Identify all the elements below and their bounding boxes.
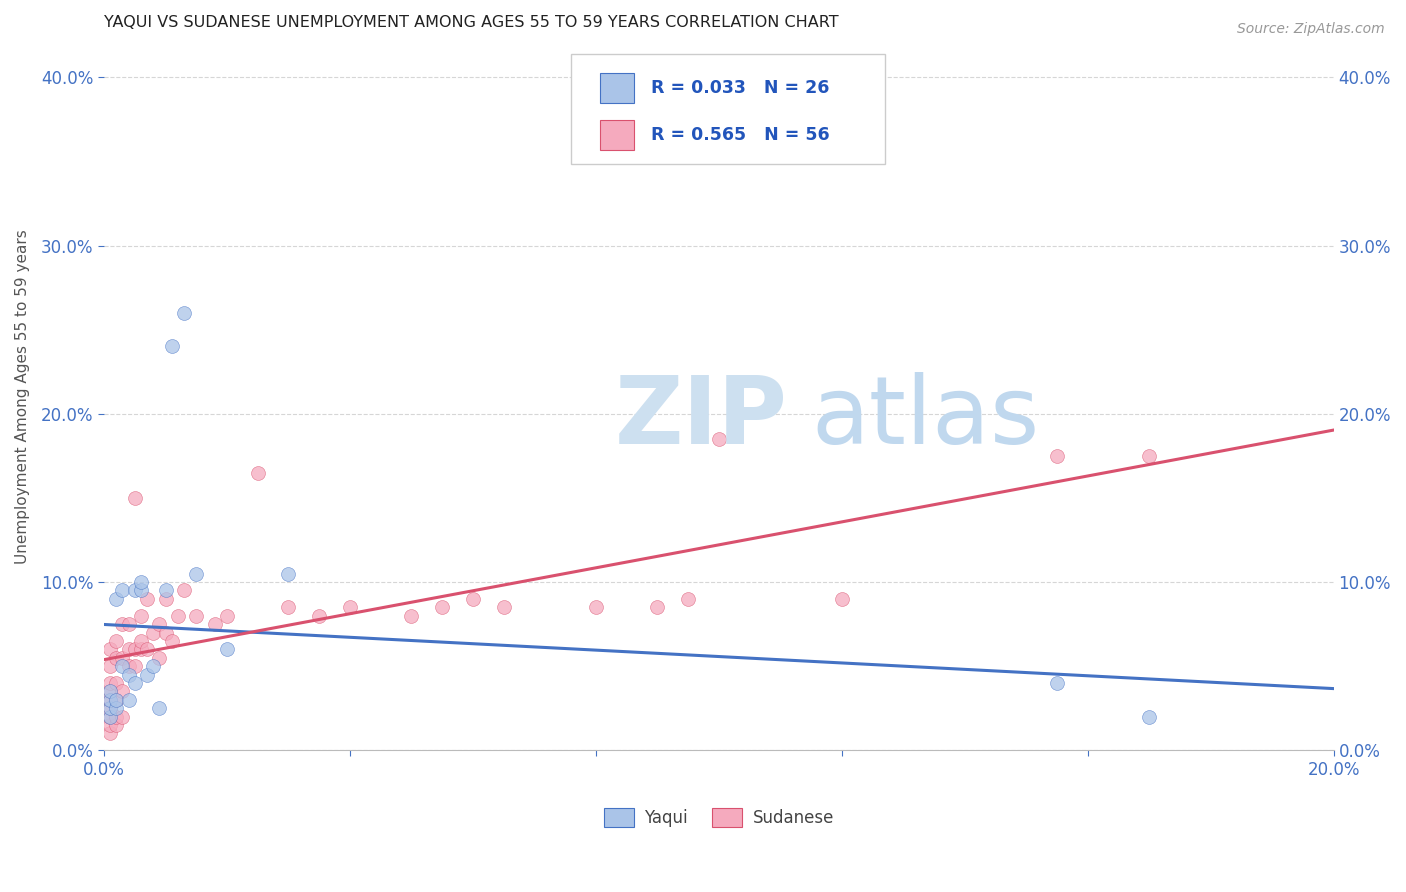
Point xyxy=(277,566,299,581)
Point xyxy=(98,684,121,698)
Point xyxy=(148,617,170,632)
Point xyxy=(111,709,134,723)
Y-axis label: Unemployment Among Ages 55 to 59 years: Unemployment Among Ages 55 to 59 years xyxy=(15,229,30,565)
Point xyxy=(492,600,515,615)
Point xyxy=(461,591,484,606)
Point xyxy=(98,718,121,732)
Point xyxy=(105,718,128,732)
Point xyxy=(129,583,152,598)
Point xyxy=(186,566,208,581)
Point xyxy=(129,634,152,648)
Point xyxy=(166,608,188,623)
Point xyxy=(129,642,152,657)
Point xyxy=(136,642,159,657)
Point xyxy=(105,693,128,707)
Text: R = 0.565   N = 56: R = 0.565 N = 56 xyxy=(651,126,830,145)
Point xyxy=(204,617,226,632)
FancyBboxPatch shape xyxy=(599,73,634,103)
Point xyxy=(117,667,139,681)
Point xyxy=(98,709,121,723)
Point xyxy=(105,693,128,707)
Point xyxy=(105,650,128,665)
Point xyxy=(105,676,128,690)
Text: ZIP: ZIP xyxy=(614,372,787,464)
Point xyxy=(117,642,139,657)
Text: Source: ZipAtlas.com: Source: ZipAtlas.com xyxy=(1237,22,1385,37)
Point xyxy=(105,591,128,606)
Point xyxy=(98,684,121,698)
Point xyxy=(430,600,453,615)
Point xyxy=(105,634,128,648)
Point xyxy=(129,608,152,623)
Point xyxy=(136,591,159,606)
Point xyxy=(98,693,121,707)
Point xyxy=(111,650,134,665)
Point xyxy=(98,676,121,690)
Point xyxy=(117,693,139,707)
Point xyxy=(186,608,208,623)
Point xyxy=(98,659,121,673)
Point xyxy=(148,650,170,665)
Point xyxy=(215,642,238,657)
Point xyxy=(160,339,183,353)
Text: R = 0.033   N = 26: R = 0.033 N = 26 xyxy=(651,79,830,97)
Point xyxy=(142,659,165,673)
Point xyxy=(124,491,146,505)
Point xyxy=(98,726,121,740)
Point xyxy=(1046,449,1069,463)
Point xyxy=(707,432,730,446)
Point xyxy=(142,625,165,640)
Point xyxy=(98,709,121,723)
Point xyxy=(136,667,159,681)
Point xyxy=(117,659,139,673)
Point xyxy=(124,676,146,690)
Point xyxy=(676,591,699,606)
Point xyxy=(124,659,146,673)
Point xyxy=(277,600,299,615)
Point xyxy=(831,591,853,606)
Point xyxy=(246,466,269,480)
Point xyxy=(401,608,423,623)
Point xyxy=(647,600,669,615)
Legend: Yaqui, Sudanese: Yaqui, Sudanese xyxy=(598,801,841,834)
Point xyxy=(98,693,121,707)
Point xyxy=(117,617,139,632)
Point xyxy=(111,617,134,632)
Point xyxy=(155,625,177,640)
Point xyxy=(173,583,195,598)
Text: atlas: atlas xyxy=(811,372,1039,464)
Point xyxy=(105,701,128,715)
Point xyxy=(111,583,134,598)
Point xyxy=(308,608,330,623)
Point xyxy=(1137,709,1160,723)
Point xyxy=(215,608,238,623)
Point xyxy=(173,306,195,320)
FancyBboxPatch shape xyxy=(599,120,634,150)
Point xyxy=(160,634,183,648)
Point xyxy=(1137,449,1160,463)
Point xyxy=(111,659,134,673)
Point xyxy=(1046,676,1069,690)
Point xyxy=(105,709,128,723)
Point xyxy=(155,591,177,606)
Point xyxy=(155,583,177,598)
FancyBboxPatch shape xyxy=(571,54,884,164)
Point xyxy=(124,583,146,598)
Point xyxy=(98,642,121,657)
Point xyxy=(585,600,607,615)
Point xyxy=(111,684,134,698)
Point xyxy=(129,575,152,590)
Point xyxy=(148,701,170,715)
Point xyxy=(98,701,121,715)
Text: YAQUI VS SUDANESE UNEMPLOYMENT AMONG AGES 55 TO 59 YEARS CORRELATION CHART: YAQUI VS SUDANESE UNEMPLOYMENT AMONG AGE… xyxy=(104,15,838,30)
Point xyxy=(98,701,121,715)
Point xyxy=(339,600,361,615)
Point xyxy=(124,642,146,657)
